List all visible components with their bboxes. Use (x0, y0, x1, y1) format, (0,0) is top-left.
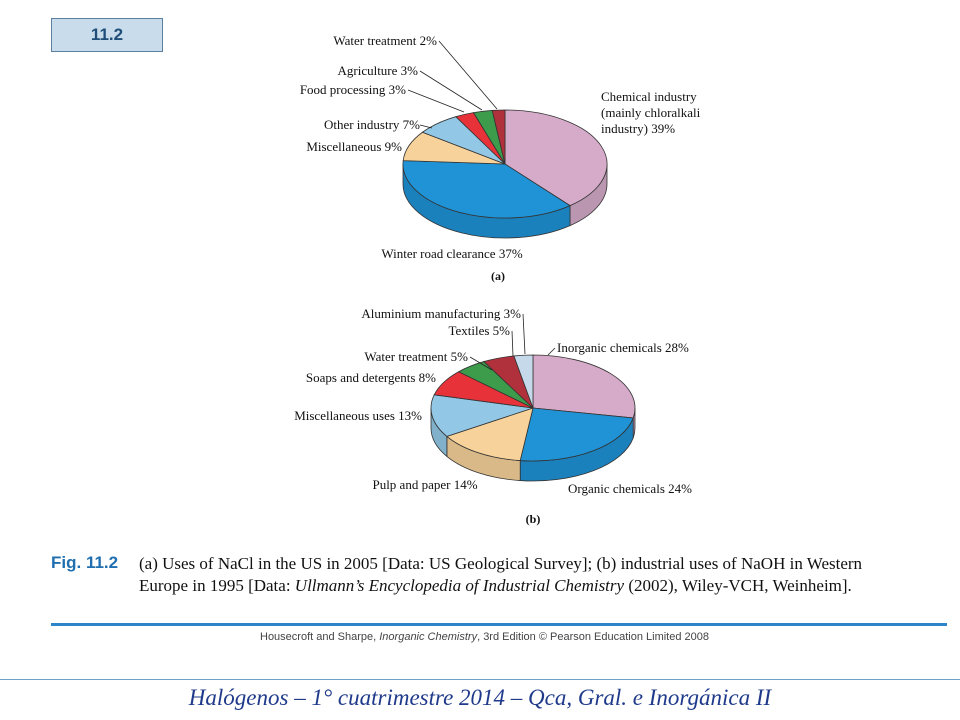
pie-1-slice-3 (430, 394, 534, 437)
pie-1-slice-2 (446, 407, 534, 462)
pie-1-label-1: Organic chemicals 24% (568, 481, 692, 496)
slide-footer: Halógenos – 1° cuatrimestre 2014 – Qca, … (188, 685, 772, 710)
pie-0-label-4: Food processing 3% (300, 82, 406, 97)
slide-footer-divider (0, 679, 960, 680)
pie-1-panel-label: (b) (526, 512, 541, 526)
pie-1-slice-7 (513, 354, 534, 409)
pie-0-label-1: Winter road clearance 37% (381, 246, 522, 261)
pie-0: Chemical industry (mainly chloralkali indu… (300, 33, 701, 283)
figure-label: Fig. 11.2 (51, 553, 119, 572)
figure-number-badge: 11.2 (51, 18, 163, 52)
pie-0-slice-1 (402, 160, 571, 219)
pie-0-label-6: Water treatment 2% (333, 33, 437, 48)
pie-1-label-2: Pulp and paper 14% (372, 477, 477, 492)
pie-0-label-0: Chemical industry (mainly chloralkali indu… (601, 89, 701, 136)
pie-0-slice-6 (491, 109, 506, 165)
pie-charts: Chemical industry (mainly chloralkali indu… (294, 33, 701, 526)
pie-1-label-0: Inorganic chemicals 28% (557, 340, 689, 355)
caption-divider (51, 623, 947, 626)
pie-0-label-2: Miscellaneous 9% (306, 139, 402, 154)
copyright-credit: Housecroft and Sharpe, Inorganic Chemist… (260, 631, 709, 643)
pie-1-label-4: Soaps and detergents 8% (306, 370, 436, 385)
pie-0-panel-label: (a) (491, 269, 505, 283)
pie-1-label-3: Miscellaneous uses 13% (294, 408, 422, 423)
pie-0-leader-4 (407, 89, 465, 113)
pie-1-label-7: Aluminium manufacturing 3% (361, 306, 521, 321)
pie-0-label-5: Agriculture 3% (337, 63, 418, 78)
pie-1: Inorganic chemicals 28% Organic chemicals… (294, 306, 692, 526)
pie-0-leader-6 (438, 40, 498, 110)
pie-1-leader-6 (511, 330, 514, 357)
pie-1-label-5: Water treatment 5% (364, 349, 468, 364)
pie-1-label-6: Textiles 5% (448, 323, 510, 338)
pie-0-leader-5 (419, 70, 483, 111)
pie-1-leader-0 (547, 347, 556, 356)
pie-0-label-3: Other industry 7% (324, 117, 420, 132)
pie-1-slice-1 (519, 407, 634, 462)
pie-1-slice-0 (532, 354, 636, 419)
pie-0-slice-0 (504, 109, 608, 207)
caption-text: (a) Uses of NaCl in the US in 2005 [Data… (139, 554, 863, 595)
pie-0-leader-3 (419, 124, 433, 129)
pie-1-leader-5 (469, 356, 493, 371)
pie-1-leader-7 (522, 313, 526, 355)
